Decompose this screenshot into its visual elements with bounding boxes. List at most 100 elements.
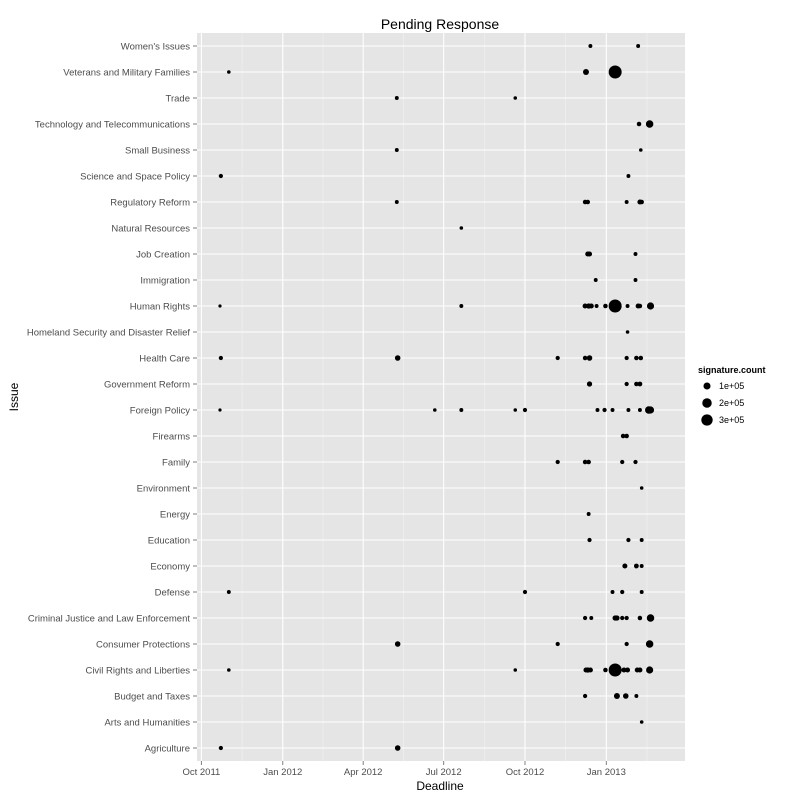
x-axis-title: Deadline <box>416 779 464 793</box>
y-label-immigration: Immigration <box>140 275 190 286</box>
y-label-defense: Defense <box>155 587 190 598</box>
data-point <box>459 408 464 412</box>
data-point <box>394 641 401 647</box>
data-point <box>620 433 626 439</box>
data-point <box>633 252 638 256</box>
data-point <box>620 615 625 621</box>
legend-key-2e-05 <box>702 398 712 408</box>
y-label-economy: Economy <box>150 561 190 572</box>
data-point <box>624 433 629 439</box>
y-label-energy: Energy <box>160 509 190 520</box>
data-point <box>622 563 628 569</box>
legend-label: 3e+05 <box>719 415 744 425</box>
data-point <box>433 408 437 412</box>
chart-title: Pending Response <box>381 16 500 32</box>
data-point <box>586 512 591 516</box>
data-point <box>582 459 588 465</box>
plot-panel <box>197 33 685 761</box>
data-point <box>625 304 630 308</box>
data-point <box>582 69 589 75</box>
y-label-criminal-justice-and-law-enforcement: Criminal Justice and Law Enforcement <box>28 613 190 624</box>
data-point <box>227 70 231 74</box>
major-gridlines <box>197 33 685 761</box>
data-point <box>637 303 643 309</box>
data-point <box>585 199 591 205</box>
y-label-arts-and-humanities: Arts and Humanities <box>104 717 190 728</box>
y-label-technology-and-telecommunications: Technology and Telecommunications <box>35 119 190 130</box>
y-label-civil-rights-and-liberties: Civil Rights and Liberties <box>85 665 190 676</box>
data-point <box>622 693 629 699</box>
y-label-homeland-security-and-disaster-relief: Homeland Security and Disaster Relief <box>27 327 191 338</box>
data-point <box>218 173 223 179</box>
y-label-regulatory-reform: Regulatory Reform <box>110 197 190 208</box>
data-point <box>624 641 629 647</box>
data-point <box>603 667 608 673</box>
y-label-family: Family <box>162 457 190 468</box>
data-point <box>624 615 629 621</box>
y-label-women-s-issues: Women's Issues <box>121 41 190 52</box>
data-point <box>586 459 591 465</box>
data-point <box>594 304 599 308</box>
data-point <box>394 745 401 751</box>
y-label-job-creation: Job Creation <box>136 249 190 260</box>
data-point <box>587 667 593 673</box>
data-point <box>588 303 594 309</box>
data-point <box>522 589 528 595</box>
minor-gridlines <box>241 33 648 761</box>
data-point <box>625 330 630 334</box>
y-label-agriculture: Agriculture <box>145 743 190 754</box>
data-point <box>639 199 644 205</box>
data-point <box>394 200 399 204</box>
data-point <box>394 148 399 152</box>
data-point <box>608 663 622 677</box>
data-point <box>513 96 518 100</box>
data-point <box>639 538 644 542</box>
y-label-foreign-policy: Foreign Policy <box>130 405 190 416</box>
y-label-science-and-space-policy: Science and Space Policy <box>80 171 190 182</box>
data-point <box>639 486 644 490</box>
x-tick-label: Jan 2012 <box>263 767 302 778</box>
data-point <box>586 355 593 361</box>
data-point <box>624 200 629 204</box>
data-point <box>218 355 223 361</box>
data-point <box>646 406 655 414</box>
data-point <box>645 120 654 128</box>
data-point <box>645 640 654 648</box>
data-point <box>626 408 631 412</box>
data-point <box>582 355 588 361</box>
data-point <box>620 459 625 465</box>
data-point <box>637 381 643 387</box>
data-point <box>610 590 615 594</box>
data-point <box>595 408 600 412</box>
y-label-environment: Environment <box>137 483 191 494</box>
x-tick-label: Apr 2012 <box>344 767 383 778</box>
legend-title: signature.count <box>698 365 766 375</box>
x-axis-tick-labels: Oct 2011 Jan 2012 Apr 2012 Jul 2012 Oct 2012… <box>182 767 625 778</box>
data-point <box>634 694 639 698</box>
data-point <box>624 381 629 387</box>
data-point <box>624 355 629 361</box>
data-point <box>646 614 655 622</box>
data-point <box>626 537 631 543</box>
y-label-consumer-protections: Consumer Protections <box>96 639 190 650</box>
data-point <box>637 667 643 673</box>
data-point <box>459 226 464 230</box>
data-point <box>586 381 593 387</box>
data-point <box>613 693 620 699</box>
data-point <box>513 408 518 412</box>
y-label-health-care: Health Care <box>139 353 190 364</box>
data-point <box>634 381 639 387</box>
data-point <box>637 408 642 412</box>
data-point <box>636 44 641 48</box>
legend-label: 2e+05 <box>719 398 744 408</box>
data-point <box>582 615 588 621</box>
data-point <box>588 44 593 48</box>
y-axis-category-labels: Agriculture Arts and Humanities Budget and… <box>27 41 191 754</box>
y-label-small-business: Small Business <box>125 145 190 156</box>
y-axis-title: Issue <box>7 382 21 411</box>
data-point <box>639 720 644 724</box>
y-label-firearms: Firearms <box>153 431 191 442</box>
size-legend: signature.count 1e+05 2e+05 3e+05 <box>698 365 766 426</box>
x-axis-ticks <box>200 761 607 765</box>
